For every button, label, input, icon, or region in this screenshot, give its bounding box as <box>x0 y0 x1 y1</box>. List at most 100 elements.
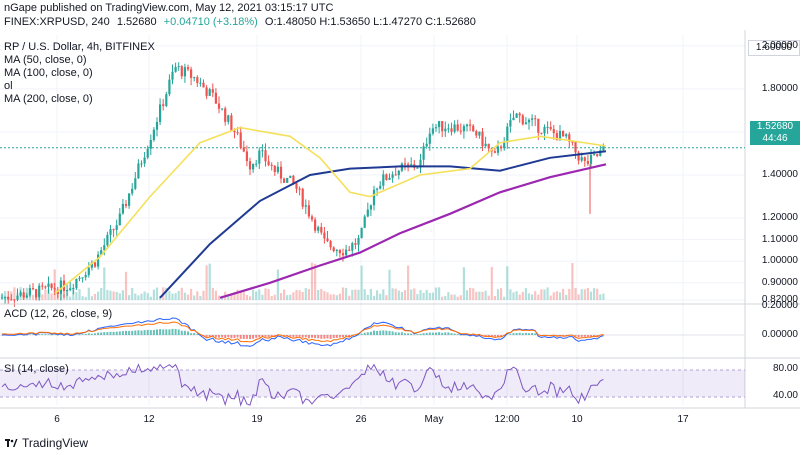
date-axis-label: 12:00 <box>494 414 520 425</box>
macd-histogram-bar <box>28 334 31 335</box>
macd-histogram-bar <box>298 335 301 337</box>
candle-body <box>273 165 276 173</box>
candle-body <box>397 170 400 176</box>
legend-ma200[interactable]: MA (200, close, 0) <box>4 93 93 105</box>
volume-bar <box>314 263 317 300</box>
volume-bar <box>128 295 131 300</box>
volume-bar <box>258 289 261 300</box>
macd-histogram-bar <box>515 332 518 335</box>
price-axis-label: 0.82000 <box>761 294 798 305</box>
candle-body <box>524 122 527 125</box>
candle-body <box>506 126 509 143</box>
volume-bar <box>310 262 314 300</box>
tradingview-footer[interactable]: TradingView <box>4 436 88 450</box>
candle-body <box>453 124 456 132</box>
macd-histogram-bar <box>149 330 152 335</box>
top-price-tag: 1.60000 <box>748 40 800 56</box>
candle-body <box>146 148 149 158</box>
candle-body <box>376 188 379 190</box>
candle-body <box>394 174 397 176</box>
candle-body <box>208 89 211 96</box>
candle-body <box>434 127 438 129</box>
macd-histogram-bar <box>394 332 397 335</box>
macd-histogram-bar <box>32 334 34 335</box>
candle-body <box>128 193 131 206</box>
volume-bar <box>521 291 524 300</box>
macd-pane <box>0 317 745 347</box>
volume-bar <box>245 294 248 300</box>
volume-bar <box>543 289 546 300</box>
candle-body <box>571 141 574 143</box>
candle-body <box>496 146 500 153</box>
legend-rsi[interactable]: SI (14, close) <box>4 363 69 375</box>
macd-histogram-bar <box>41 334 44 335</box>
macd-histogram-bar <box>84 334 87 335</box>
symbol-line: FINEX:XRPUSD, 240 <box>4 16 110 28</box>
macd-histogram-bar <box>518 332 521 335</box>
volume-bar <box>50 293 53 300</box>
macd-histogram-bar <box>444 332 447 335</box>
macd-histogram-bar <box>168 329 171 335</box>
macd-histogram-bar <box>441 332 444 335</box>
volume-bar <box>211 287 214 300</box>
macd-histogram-bar <box>78 334 81 336</box>
volume-bar <box>143 291 146 300</box>
pane-separators <box>0 303 800 359</box>
macd-histogram-bar <box>106 332 109 335</box>
legend-ma50[interactable]: MA (50, close, 0) <box>4 54 87 66</box>
candle-body <box>10 299 13 301</box>
candle-body <box>574 142 577 153</box>
candle-body <box>248 161 252 170</box>
macd-histogram-bar <box>140 330 143 335</box>
candle-body <box>190 69 193 78</box>
legend-volume[interactable]: ol <box>4 80 13 92</box>
volume-bar <box>357 289 360 300</box>
macd-histogram-bar <box>419 333 422 335</box>
candle-body <box>438 121 441 128</box>
macd-histogram-bar <box>416 334 419 335</box>
macd-histogram-bar <box>338 335 341 338</box>
macd-histogram-bar <box>146 329 149 335</box>
volume-bar <box>193 295 196 300</box>
candle-body <box>410 164 413 166</box>
macd-histogram-bar <box>500 335 503 337</box>
macd-histogram-bar <box>593 335 596 337</box>
publish-info: nGape published on TradingView.com, May … <box>4 2 334 14</box>
candle-body <box>363 216 366 228</box>
candle-body <box>583 157 586 162</box>
macd-histogram-bar <box>187 331 189 335</box>
candle-body <box>589 154 593 164</box>
candle-body <box>540 132 543 134</box>
footer-brand: TradingView <box>22 436 89 450</box>
candle-body <box>518 113 521 116</box>
volume-bar <box>438 287 441 300</box>
macd-histogram-bar <box>413 334 416 336</box>
macd-histogram-bar <box>311 335 313 338</box>
volume-bar <box>140 293 143 300</box>
macd-histogram-bar <box>221 335 224 338</box>
volume-bar <box>159 296 162 300</box>
candle-body <box>441 121 444 132</box>
candle-body <box>372 189 376 206</box>
candle-body <box>50 283 53 289</box>
volume-bar <box>376 290 379 300</box>
volume-bar <box>335 295 338 300</box>
candle-body <box>261 150 264 152</box>
macd-histogram-bar <box>493 335 496 337</box>
legend-ma100[interactable]: MA (100, close, 0) <box>4 67 93 79</box>
candle-body <box>565 134 568 137</box>
volume-bar <box>552 292 555 300</box>
candle-body <box>351 243 354 251</box>
volume-bar <box>478 291 481 300</box>
volume-bar <box>180 287 183 300</box>
candle-body <box>366 209 369 217</box>
volume-bar <box>512 292 515 300</box>
volume-bar <box>317 289 320 300</box>
legend-macd[interactable]: ACD (12, 26, close, 9) <box>4 308 113 320</box>
candle-body <box>521 115 524 125</box>
macd-histogram-bar <box>295 335 298 337</box>
macd-histogram-bar <box>469 335 472 336</box>
volume-bar <box>475 291 478 300</box>
macd-histogram-bar <box>450 333 453 335</box>
